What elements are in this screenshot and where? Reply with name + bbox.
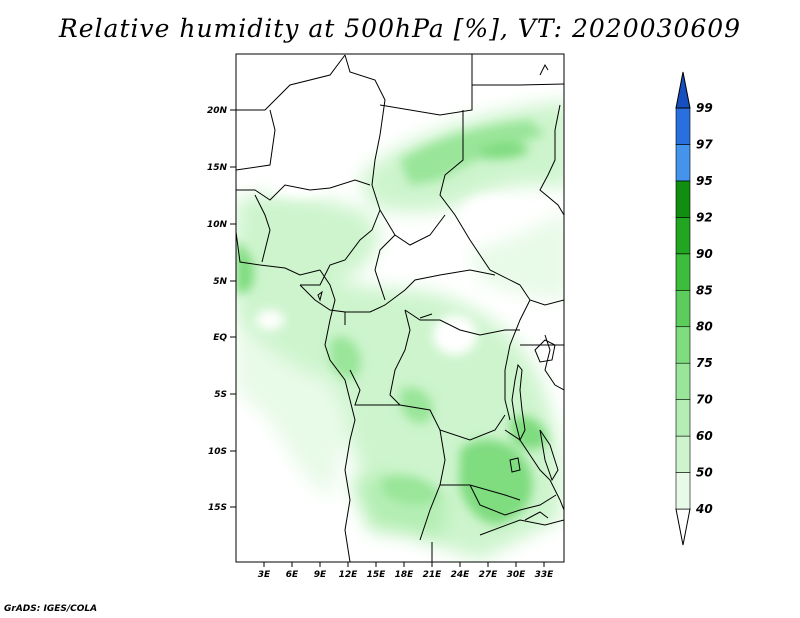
colorbar-swatch (675, 289, 691, 328)
lat-label-15n: 15N (207, 163, 236, 173)
lon-tick-label: 21E (423, 570, 443, 580)
lat-tick-label: EQ (213, 333, 227, 343)
lat-tick-label: 15S (208, 503, 227, 513)
colorbar-level-label: 80 (696, 320, 713, 334)
lakes (317, 290, 559, 521)
lon-tick-label: 3E (258, 570, 271, 580)
lon-label-30e: 30E (507, 562, 527, 580)
lon-tick-label: 27E (479, 570, 499, 580)
lat-tick-label: 10N (207, 220, 228, 230)
humidity-shading-dark (236, 120, 548, 525)
lon-label-24e: 24E (451, 562, 471, 580)
lat-tick-label: 5N (213, 277, 227, 287)
colorbar-swatch (675, 180, 691, 218)
lon-label-15e: 15E (367, 562, 387, 580)
coastline (236, 63, 564, 562)
colorbar-swatch (675, 362, 691, 400)
longitude-axis: 3E 6E 9E 12E 15E 18E 21E 24E 27E 30E 33E (258, 562, 554, 580)
lon-tick-label: 9E (314, 570, 327, 580)
colorbar-level-label: 90 (696, 247, 713, 261)
grads-credit: GrADS: IGES/COLA (4, 604, 98, 614)
colorbar-level-label: 75 (696, 356, 713, 370)
lon-tick-label: 12E (339, 570, 359, 580)
lon-label-33e: 33E (535, 562, 555, 580)
lat-tick-label: 10S (208, 447, 227, 457)
lon-label-21e: 21E (423, 562, 443, 580)
lon-tick-label: 24E (451, 570, 471, 580)
colorbar-level-label: 60 (696, 429, 713, 443)
colorbar-level-label: 40 (695, 502, 713, 516)
lat-label-10s: 10S (208, 447, 236, 457)
colorbar-level-label: 92 (696, 210, 713, 224)
colorbar-swatch (675, 253, 691, 291)
humidity-dry-patches (256, 173, 518, 355)
lat-label-eq: EQ (213, 333, 236, 343)
colorbar-swatch (675, 399, 691, 437)
lon-tick-label: 6E (286, 570, 299, 580)
latitude-axis: 20N 15N 10N 5N EQ 5S 10S 15S (207, 106, 236, 513)
lon-label-12e: 12E (339, 562, 359, 580)
lon-label-27e: 27E (479, 562, 499, 580)
lon-label-18e: 18E (395, 562, 415, 580)
colorbar-swatch (675, 107, 691, 145)
lat-tick-label: 5S (214, 390, 227, 400)
lat-tick-label: 20N (207, 106, 228, 116)
colorbar-level-label: 99 (696, 101, 713, 115)
lat-label-15s: 15S (208, 503, 236, 513)
colorbar-level-label: 85 (696, 283, 713, 297)
lat-label-10n: 10N (207, 220, 236, 230)
colorbar-upper-triangle (675, 71, 691, 109)
lon-tick-label: 33E (535, 570, 555, 580)
colorbar-level-label: 97 (696, 137, 713, 151)
colorbar-level-label: 95 (696, 174, 713, 188)
map-frame (235, 53, 565, 563)
colorbar-swatch (675, 326, 691, 364)
colorbar-swatch (675, 472, 691, 510)
colorbar-swatch (675, 144, 691, 182)
lon-tick-label: 15E (367, 570, 387, 580)
lat-label-5n: 5N (213, 277, 236, 287)
lon-label-9e: 9E (314, 562, 327, 580)
colorbar-swatch (675, 435, 691, 473)
lon-tick-label: 30E (507, 570, 527, 580)
lon-label-6e: 6E (286, 562, 299, 580)
colorbar: 40 50 60 70 75 80 85 90 92 95 97 99 (675, 71, 713, 546)
colorbar-swatch (675, 217, 691, 255)
colorbar-level-label: 70 (696, 393, 713, 407)
lat-label-5s: 5S (214, 390, 236, 400)
lat-label-20n: 20N (207, 106, 236, 116)
colorbar-lower-triangle (675, 508, 691, 546)
lon-tick-label: 18E (395, 570, 415, 580)
chart-title: Relative humidity at 500hPa [%], VT: 202… (58, 14, 742, 43)
colorbar-level-label: 50 (696, 466, 713, 480)
lon-label-3e: 3E (258, 562, 271, 580)
lat-tick-label: 15N (207, 163, 228, 173)
